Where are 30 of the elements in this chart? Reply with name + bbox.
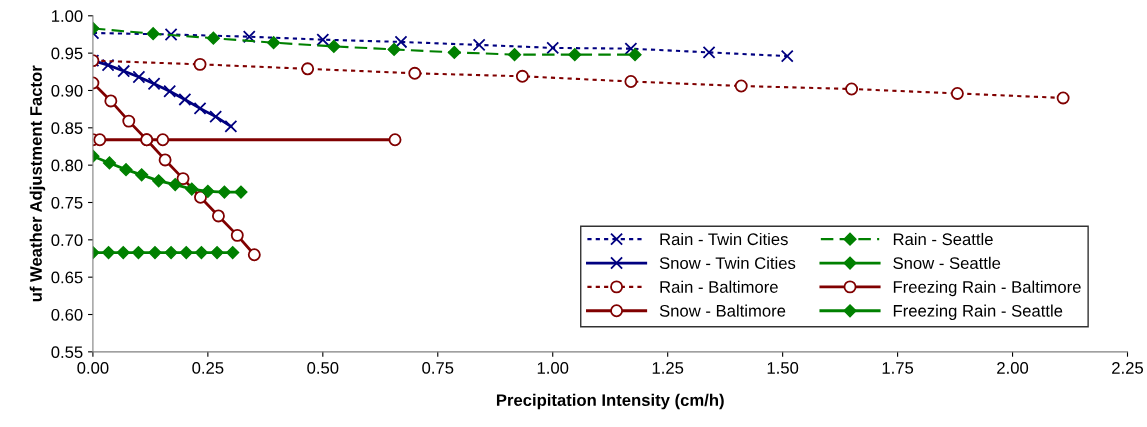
y-axis-title: uf Weather Adjustment Factor [29, 65, 46, 302]
x-tick-label: 0.00 [77, 362, 109, 374]
legend-label: Freezing Rain - Seattle [893, 304, 1063, 321]
x-tick-label: 1.00 [537, 362, 569, 374]
x-tick-label: 1.75 [882, 362, 914, 374]
x-tick-label: 1.50 [767, 362, 799, 374]
legend-label: Snow - Baltimore [659, 304, 786, 317]
legend-label: Rain - Twin Cities [660, 232, 788, 246]
x-tick-label: 0.25 [192, 362, 224, 374]
legend-label: Snow - Seattle [893, 256, 1001, 270]
y-tick-label: 0.75 [51, 196, 83, 209]
x-tick-label: 1.25 [652, 362, 684, 374]
legend-label: Rain - Baltimore [660, 280, 778, 293]
y-tick-label: 0.55 [51, 346, 83, 359]
y-tick-label: 1.00 [52, 10, 83, 22]
y-tick-label: 0.80 [51, 159, 83, 172]
x-axis-title: Precipitation Intensity (cm/h) [496, 393, 724, 410]
legend-label: Snow - Twin Cities [659, 256, 796, 270]
y-tick-label: 0.85 [51, 122, 83, 135]
x-tick-label: 0.50 [307, 362, 339, 374]
y-tick-label: 0.65 [51, 271, 83, 284]
legend-label: Freezing Rain - Baltimore [893, 280, 1081, 297]
x-tick-label: 2.25 [1112, 362, 1144, 374]
y-tick-label: 0.95 [51, 47, 83, 60]
legend-label: Rain - Seattle [893, 232, 993, 246]
x-tick-label: 2.00 [997, 362, 1029, 374]
y-tick-label: 0.70 [51, 234, 83, 247]
y-tick-label: 0.60 [51, 308, 83, 321]
y-tick-label: 0.90 [51, 84, 83, 97]
x-tick-label: 0.75 [422, 362, 454, 374]
